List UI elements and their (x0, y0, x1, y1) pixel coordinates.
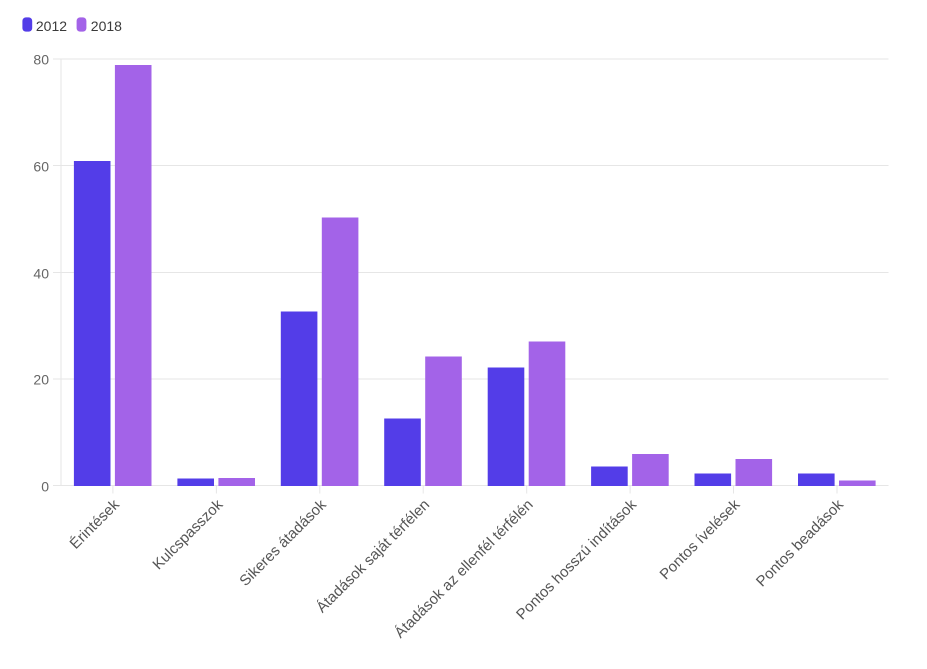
svg-text:2012: 2012 (36, 18, 67, 34)
svg-text:2018: 2018 (91, 18, 122, 34)
svg-text:60: 60 (33, 159, 49, 175)
svg-text:20: 20 (33, 372, 49, 388)
svg-text:80: 80 (33, 52, 49, 68)
svg-text:0: 0 (41, 479, 49, 495)
svg-text:40: 40 (33, 266, 49, 282)
